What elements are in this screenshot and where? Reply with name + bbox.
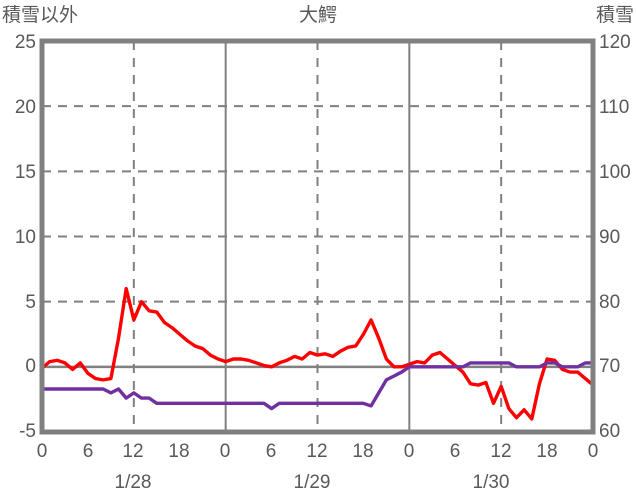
left-y-tick-label: -5	[19, 421, 36, 442]
right-y-tick-label: 120	[599, 32, 631, 53]
left-y-tick-label: 5	[25, 292, 36, 313]
x-tick-label: 0	[219, 441, 231, 462]
x-tick-label: 0	[587, 441, 599, 462]
right-y-tick-label: 100	[599, 162, 631, 183]
left-y-tick-label: 15	[14, 162, 36, 183]
right-y-tick-label: 80	[599, 292, 621, 313]
left-y-tick-label: 10	[14, 227, 36, 248]
x-tick-label: 18	[536, 441, 558, 462]
day-label: 1/30	[472, 472, 510, 493]
x-tick-label: 12	[490, 441, 512, 462]
left-y-tick-label: 25	[14, 32, 36, 53]
series-layer	[40, 286, 595, 421]
x-tick-label: 6	[82, 441, 94, 462]
day-label: 1/28	[114, 472, 152, 493]
right-y-tick-label: 70	[599, 356, 621, 377]
x-tick-label: 18	[168, 441, 190, 462]
x-tick-label: 0	[403, 441, 415, 462]
left-y-tick-label: 20	[14, 97, 36, 118]
gridlines	[42, 41, 593, 432]
x-tick-label: 6	[265, 441, 277, 462]
page-title: 大鰐	[298, 5, 337, 26]
right-y-tick-label: 60	[599, 421, 621, 442]
left-y-tick-label: 0	[25, 356, 36, 377]
x-tick-label: 12	[306, 441, 328, 462]
x-tick-label: 6	[449, 441, 461, 462]
left-axis-title: 積雪以外	[2, 5, 79, 26]
right-y-tick-label: 90	[599, 227, 621, 248]
x-tick-label: 12	[122, 441, 144, 462]
x-tick-label: 0	[36, 441, 48, 462]
right-y-tick-label: 110	[599, 97, 630, 118]
plot-frame	[39, 38, 596, 435]
right-axis-title: 積雪	[595, 5, 634, 26]
day-label: 1/29	[293, 472, 331, 493]
x-tick-label: 18	[352, 441, 374, 462]
